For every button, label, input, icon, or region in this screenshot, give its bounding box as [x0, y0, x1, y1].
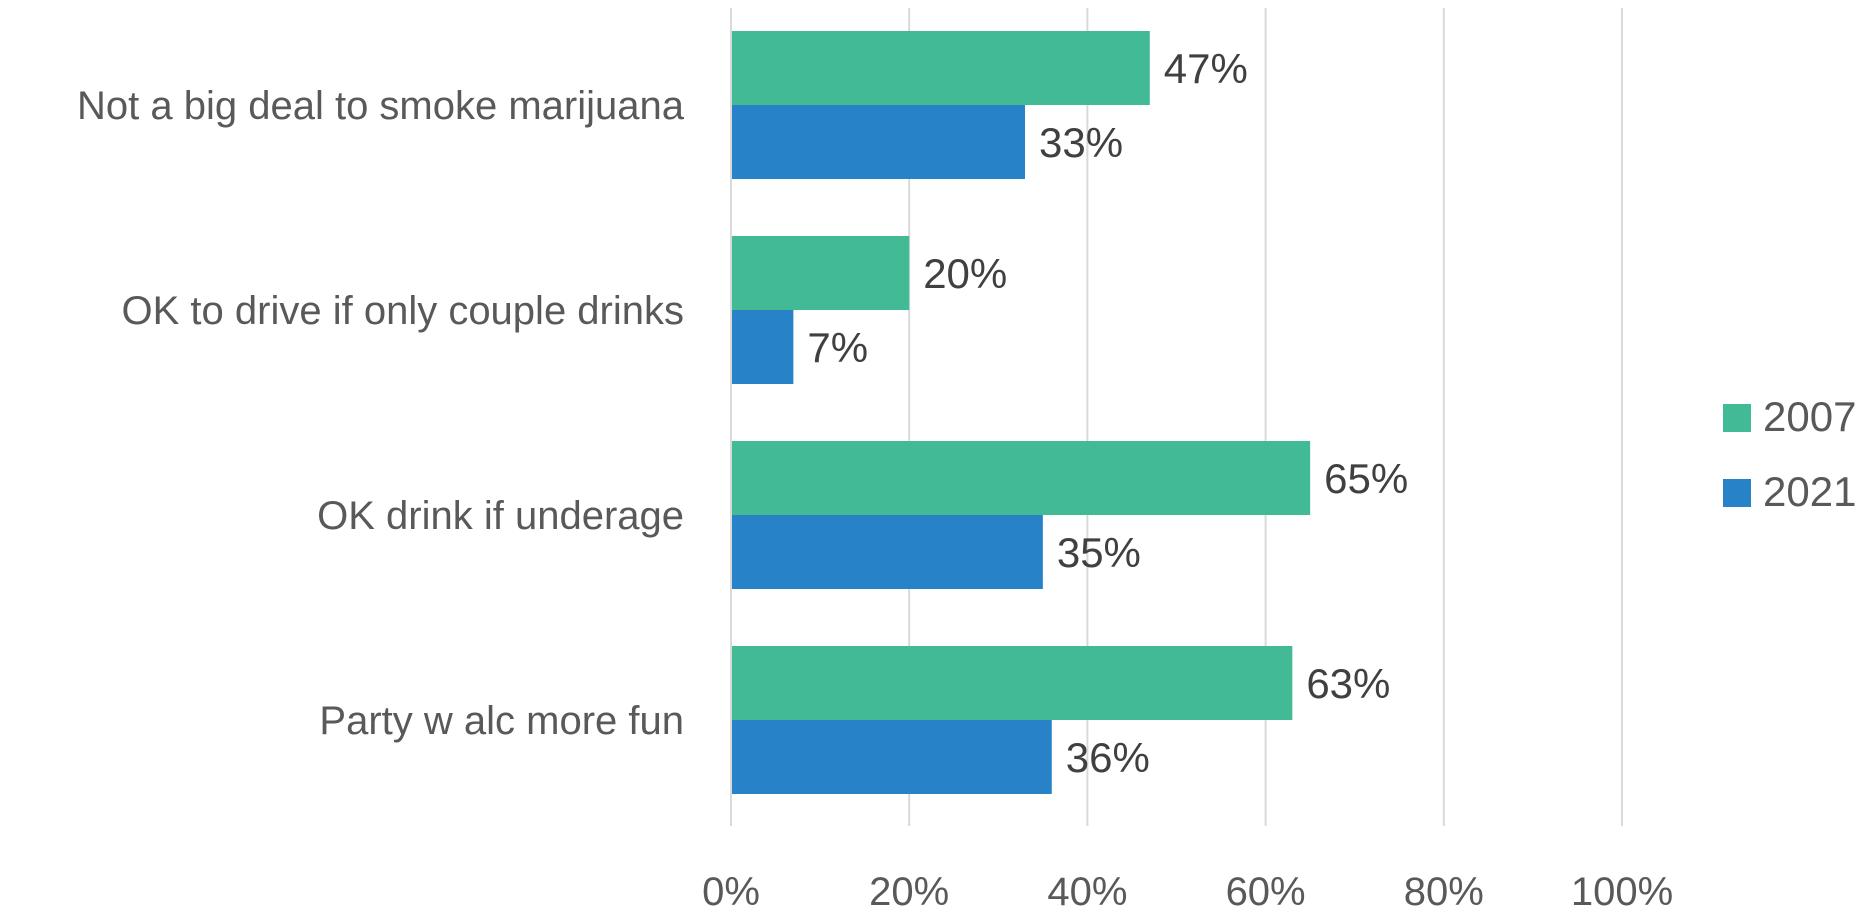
category-label: OK drink if underage — [317, 494, 684, 538]
legend-label: 2021 — [1763, 468, 1856, 515]
data-label: 65% — [1324, 455, 1408, 502]
legend-swatch-2007 — [1723, 404, 1751, 432]
data-label: 20% — [923, 250, 1007, 297]
x-tick-label: 100% — [1571, 870, 1673, 908]
bar-2007 — [731, 31, 1150, 105]
data-labels: 47% 33% 20% 7% 65% 35% 63% 36% — [807, 45, 1408, 781]
value-axis: 0% 20% 40% 60% 80% 100% — [702, 8, 1673, 908]
legend: 2007 2021 — [1723, 393, 1856, 515]
data-label: 33% — [1039, 119, 1123, 166]
legend-swatch-2021 — [1723, 479, 1751, 507]
category-label: Not a big deal to smoke marijuana — [77, 84, 685, 128]
data-label: 63% — [1306, 660, 1390, 707]
x-tick-label: 0% — [702, 870, 760, 908]
data-label: 7% — [807, 324, 868, 371]
bars — [731, 31, 1311, 794]
bar-2021 — [731, 515, 1043, 589]
x-tick-label: 80% — [1404, 870, 1484, 908]
bar-2021 — [731, 720, 1052, 794]
data-label: 35% — [1057, 529, 1141, 576]
x-tick-label: 40% — [1047, 870, 1127, 908]
data-label: 47% — [1164, 45, 1248, 92]
data-label: 36% — [1066, 734, 1150, 781]
bar-2007 — [731, 441, 1311, 515]
x-tick-label: 60% — [1226, 870, 1306, 908]
bar-2007 — [731, 236, 910, 310]
category-axis: Not a big deal to smoke marijuana OK to d… — [77, 84, 685, 743]
category-label: OK to drive if only couple drinks — [122, 289, 684, 333]
bar-2007 — [731, 646, 1293, 720]
bar-2021 — [731, 105, 1026, 179]
category-label: Party w alc more fun — [319, 699, 684, 743]
bar-2021 — [731, 310, 794, 384]
legend-label: 2007 — [1763, 393, 1856, 440]
x-tick-label: 20% — [869, 870, 949, 908]
